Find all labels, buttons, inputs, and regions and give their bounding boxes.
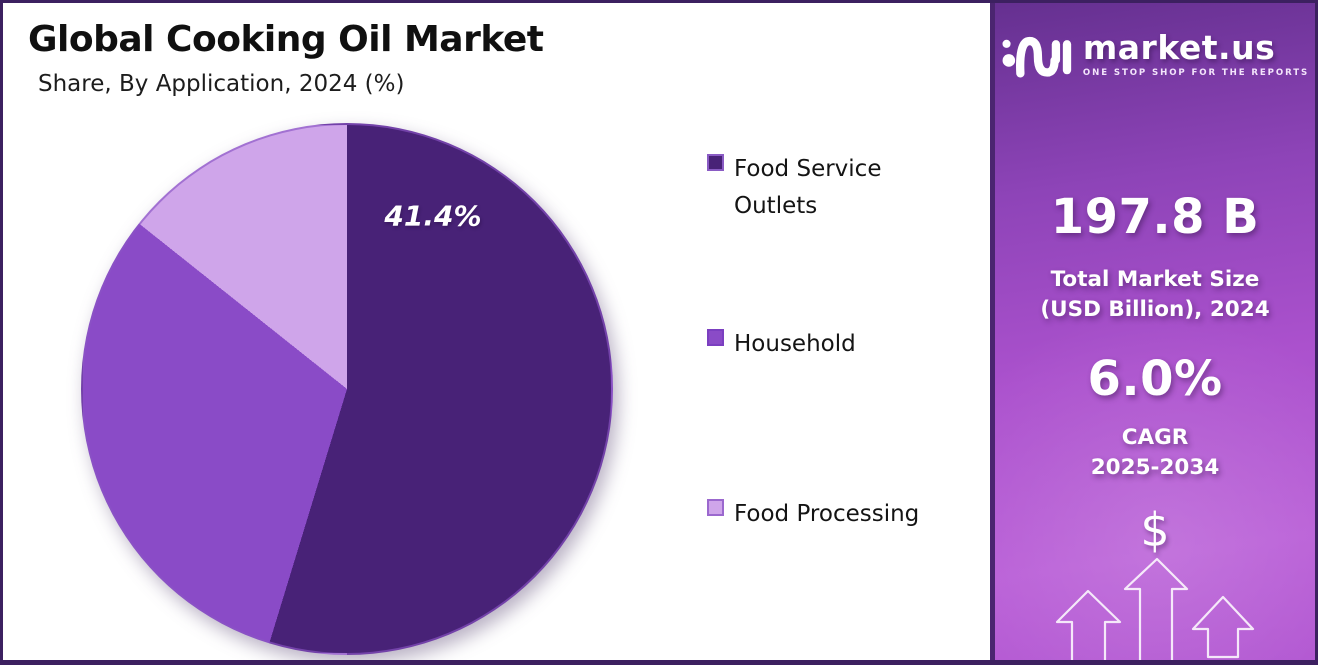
market-size-caption-line1: Total Market Size: [1050, 267, 1260, 292]
brand-name: market.us: [1082, 27, 1276, 67]
legend-swatch-food-processing: [707, 499, 724, 516]
legend-item-food-service-outlets: Food Service Outlets: [707, 151, 952, 225]
chart-subtitle: Share, By Application, 2024 (%): [38, 71, 405, 97]
dollar-icon: $: [1140, 503, 1170, 557]
legend-label: Household: [734, 331, 856, 357]
pie-chart: 41.4%: [81, 123, 613, 655]
cagr-label: CAGR 2025-2034: [995, 423, 1315, 482]
market-size-caption: Total Market Size (USD Billion), 2024: [995, 265, 1315, 324]
legend-item-household: Household: [707, 326, 856, 363]
growth-arrow-right: [1191, 595, 1255, 659]
growth-arrow-left: [1055, 589, 1122, 660]
market-size-value: 197.8 B: [1050, 189, 1260, 245]
cagr-value: 6.0%: [1087, 351, 1223, 407]
brand-sidebar: market.us ONE STOP SHOP FOR THE REPORTS …: [990, 3, 1315, 660]
brand-logo-text: market.us ONE STOP SHOP FOR THE REPORTS: [1083, 31, 1309, 78]
legend-label: Food Processing: [734, 501, 920, 527]
legend-item-food-processing: Food Processing: [707, 496, 919, 533]
market-us-logo-icon: [1002, 36, 1072, 78]
legend-label: Food Service Outlets: [734, 156, 882, 219]
cagr-label-line2: 2025-2034: [1090, 454, 1220, 480]
growth-arrows-icon: [1055, 557, 1255, 660]
growth-arrow-middle: [1123, 557, 1189, 660]
brand-tagline: ONE STOP SHOP FOR THE REPORTS: [1082, 67, 1310, 78]
market-size-caption-line2: (USD Billion), 2024: [1040, 296, 1270, 322]
cagr-label-line1: CAGR: [1121, 425, 1189, 450]
legend-swatch-household: [707, 329, 724, 346]
slice-value-label: 41.4%: [384, 199, 482, 233]
legend-swatch-food-service-outlets: [707, 154, 724, 171]
page-title: Global Cooking Oil Market: [28, 19, 544, 60]
brand-logo: market.us ONE STOP SHOP FOR THE REPORTS: [995, 29, 1315, 79]
chart-area: Global Cooking Oil Market Share, By Appl…: [3, 3, 993, 660]
